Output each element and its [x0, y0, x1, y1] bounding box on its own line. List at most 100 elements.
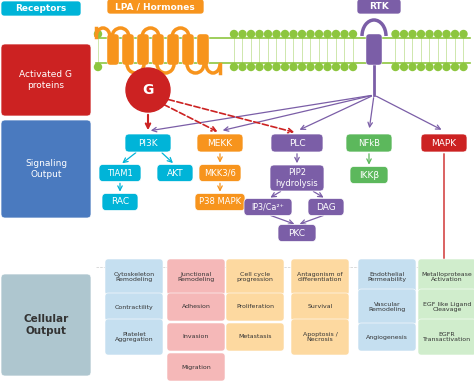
Text: Vascular
Remodeling: Vascular Remodeling	[368, 301, 406, 312]
FancyBboxPatch shape	[418, 319, 474, 355]
Circle shape	[282, 30, 289, 37]
FancyBboxPatch shape	[1, 44, 91, 116]
Circle shape	[126, 68, 170, 112]
Circle shape	[460, 30, 467, 37]
Circle shape	[418, 64, 425, 70]
Circle shape	[307, 64, 314, 70]
Text: AKT: AKT	[167, 169, 183, 177]
Text: Activated G
proteins: Activated G proteins	[19, 70, 73, 90]
FancyBboxPatch shape	[125, 134, 171, 152]
Text: P38 MAPK: P38 MAPK	[199, 198, 241, 206]
Circle shape	[299, 64, 306, 70]
FancyBboxPatch shape	[182, 34, 194, 65]
FancyBboxPatch shape	[358, 289, 416, 325]
FancyBboxPatch shape	[226, 293, 284, 321]
FancyBboxPatch shape	[350, 166, 388, 184]
Circle shape	[418, 30, 425, 37]
FancyBboxPatch shape	[346, 134, 392, 152]
FancyBboxPatch shape	[152, 34, 164, 65]
Circle shape	[349, 30, 356, 37]
Circle shape	[316, 30, 322, 37]
Text: Proliferation: Proliferation	[236, 305, 274, 310]
FancyBboxPatch shape	[358, 323, 416, 351]
Text: PLC: PLC	[289, 139, 305, 147]
FancyBboxPatch shape	[105, 293, 163, 321]
FancyBboxPatch shape	[102, 194, 138, 211]
FancyBboxPatch shape	[244, 199, 292, 216]
Circle shape	[256, 64, 263, 70]
Text: EGFR
Transactivation: EGFR Transactivation	[423, 331, 471, 342]
FancyBboxPatch shape	[107, 0, 204, 14]
Text: PKC: PKC	[289, 229, 306, 238]
FancyBboxPatch shape	[357, 0, 401, 14]
Circle shape	[426, 30, 433, 37]
Text: Junctional
Remodeling: Junctional Remodeling	[177, 271, 215, 283]
Circle shape	[435, 64, 441, 70]
Text: G: G	[142, 83, 154, 97]
FancyBboxPatch shape	[291, 259, 349, 295]
Text: PIP2
hydrolysis: PIP2 hydrolysis	[275, 168, 319, 188]
Circle shape	[299, 30, 306, 37]
Circle shape	[264, 64, 272, 70]
Text: Cell cycle
progression: Cell cycle progression	[237, 271, 273, 283]
Circle shape	[273, 30, 280, 37]
Text: Metalloprotease
Activation: Metalloprotease Activation	[422, 271, 473, 283]
FancyBboxPatch shape	[418, 259, 474, 295]
Circle shape	[392, 64, 399, 70]
FancyBboxPatch shape	[99, 164, 141, 181]
Text: PI3K: PI3K	[138, 139, 158, 147]
FancyBboxPatch shape	[107, 34, 119, 65]
Text: Signaling
Output: Signaling Output	[25, 159, 67, 179]
Circle shape	[409, 30, 416, 37]
Circle shape	[443, 64, 450, 70]
Circle shape	[290, 64, 297, 70]
Text: Migration: Migration	[181, 365, 211, 370]
FancyBboxPatch shape	[105, 259, 163, 295]
Circle shape	[435, 30, 441, 37]
FancyBboxPatch shape	[167, 293, 225, 321]
Text: Endothelial
Permeability: Endothelial Permeability	[367, 271, 407, 283]
Text: LPA / Hormones: LPA / Hormones	[115, 2, 195, 11]
FancyBboxPatch shape	[197, 34, 209, 65]
FancyBboxPatch shape	[197, 134, 243, 152]
FancyBboxPatch shape	[270, 165, 324, 191]
Text: Apoptosis /
Necrosis: Apoptosis / Necrosis	[302, 331, 337, 342]
FancyBboxPatch shape	[291, 293, 349, 321]
Text: Metastasis: Metastasis	[238, 335, 272, 340]
Circle shape	[452, 30, 458, 37]
Text: DAG: DAG	[316, 203, 336, 211]
Text: Angiogenesis: Angiogenesis	[366, 335, 408, 340]
Circle shape	[426, 64, 433, 70]
FancyBboxPatch shape	[1, 274, 91, 376]
FancyBboxPatch shape	[1, 120, 91, 218]
FancyBboxPatch shape	[157, 164, 193, 181]
Text: Platelet
Aggregation: Platelet Aggregation	[115, 331, 153, 342]
FancyBboxPatch shape	[291, 319, 349, 355]
Circle shape	[452, 64, 458, 70]
FancyBboxPatch shape	[358, 259, 416, 295]
FancyBboxPatch shape	[167, 323, 225, 351]
FancyBboxPatch shape	[195, 194, 245, 211]
Circle shape	[282, 64, 289, 70]
FancyBboxPatch shape	[308, 199, 344, 216]
Circle shape	[341, 30, 348, 37]
Circle shape	[332, 30, 339, 37]
FancyBboxPatch shape	[366, 34, 382, 65]
FancyBboxPatch shape	[421, 134, 467, 152]
Circle shape	[307, 30, 314, 37]
Circle shape	[401, 64, 408, 70]
Circle shape	[460, 64, 467, 70]
Circle shape	[239, 64, 246, 70]
Circle shape	[230, 64, 237, 70]
Circle shape	[94, 30, 101, 37]
Circle shape	[443, 30, 450, 37]
FancyBboxPatch shape	[199, 164, 241, 181]
Circle shape	[247, 64, 255, 70]
FancyBboxPatch shape	[105, 319, 163, 355]
Circle shape	[324, 64, 331, 70]
FancyBboxPatch shape	[122, 34, 134, 65]
Text: Contractility: Contractility	[115, 305, 154, 310]
Text: MKK3/6: MKK3/6	[204, 169, 236, 177]
Text: Adhesion: Adhesion	[182, 305, 210, 310]
FancyBboxPatch shape	[271, 134, 323, 152]
